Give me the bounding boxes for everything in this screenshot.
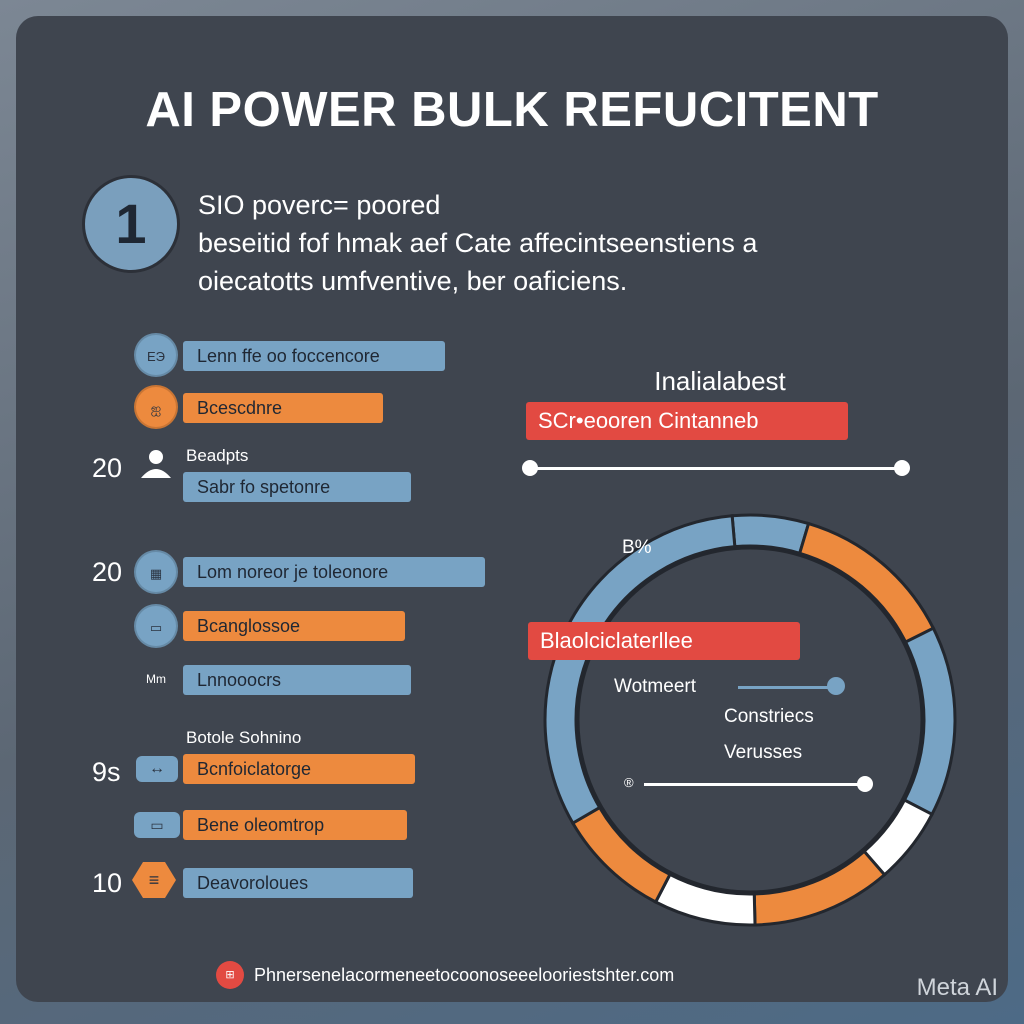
marker-icon: ® [624,775,634,790]
percent-label: B% [622,537,652,558]
arrow-icon: ↔ [136,756,178,782]
ring-segments [543,513,957,927]
step-number-badge: 1 [82,175,180,273]
list-item: Bene oleomtrop [183,810,407,840]
watermark: Meta AI [916,974,998,1001]
footer: ⊞ Phnersenelacormeneetocoonoseeelooriest… [216,960,674,990]
list-item: Lnnooocrs [183,665,411,695]
section-heading: Inalialabest [654,366,786,396]
person-icon [141,450,171,478]
footer-url[interactable]: Phnersenelacormeneetocoonoseeelooriestsh… [254,964,675,985]
ring-segment [902,626,957,817]
chart-label: Wotmeert [614,676,697,697]
list-number: 10 [92,868,123,898]
ring-segment [570,805,672,905]
list-item: Bcescdnre [183,393,383,423]
ring-segment [797,521,936,645]
ring-segment [543,514,737,826]
footer-logo-icon: ⊞ [216,961,244,989]
list-sub-label: Beadpts [186,446,249,465]
mm-icon: Mm [146,672,166,686]
connector-dot [827,677,845,695]
intro-line: oiecatotts umfventive, ber oaficiens. [198,266,628,296]
list-item: Deavoroloues [183,868,413,898]
ring-segment [730,513,811,556]
list-sub-label: Botole Sohnino [186,728,302,747]
ring-chart [543,513,957,927]
infographic-card [16,16,1008,1002]
slider-end-dot[interactable] [857,776,873,792]
list-item: Lenn ffe oo foccencore [183,341,445,371]
tag-icon: ▭ [134,812,180,838]
intro-text: SIO poverc= poored beseitid fof hmak aef… [198,186,878,300]
bottom-slider-track [644,783,866,786]
doc-icon: ЕЭ [134,333,178,377]
list-number: 20 [92,453,123,483]
slider-start-dot[interactable] [522,460,538,476]
chart-label: Verusses [724,742,803,763]
label-connector [738,686,836,689]
top-slider-track [530,467,902,470]
list-item: Bcanglossoe [183,611,405,641]
ring-segment [653,872,757,927]
slider-end-dot[interactable] [894,460,910,476]
list-item: Lom noreor je toleonore [183,557,485,587]
ring-inner-outline [576,546,924,894]
list-item: Sabr fo spetonre [183,472,411,502]
intro-line: beseitid fof hmak aef Cate affecintseens… [198,228,758,258]
grid-icon: ▦ [134,550,178,594]
list-number: 20 [92,557,123,587]
list-item: Bcnfoiclatorge [183,754,415,784]
intro-line: SIO poverc= poored [198,190,441,220]
top-banner: SCr•eooren Cintanneb [526,402,848,440]
keyboard-icon: ▭ [134,604,178,648]
mid-banner: Blaolciclaterllee [528,622,800,660]
chart-icon: ஐ [134,385,178,429]
ring-segment [752,849,887,927]
list-number: 9s [92,757,121,787]
chart-label: Constriecs [724,706,814,727]
infographic-title: AI POWER BULK REFUCITENT [145,83,879,137]
